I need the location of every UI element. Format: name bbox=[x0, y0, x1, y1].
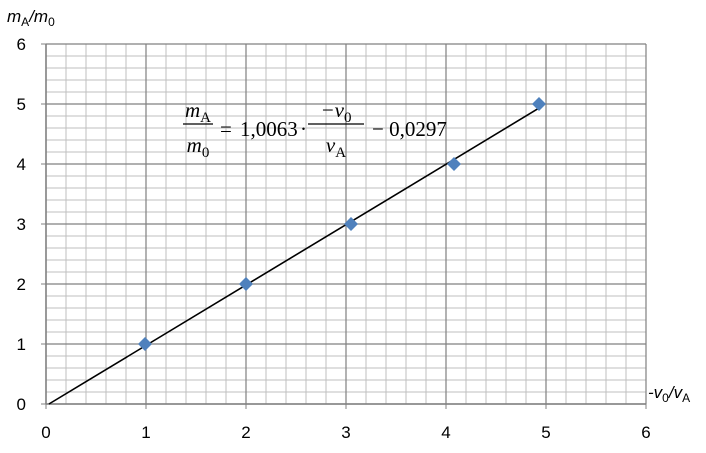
y-tick-label: 0 bbox=[17, 395, 26, 414]
x-tick-label: 5 bbox=[541, 423, 550, 442]
equation-text: − 0,0297 bbox=[372, 117, 447, 141]
axis-label-part: 0 bbox=[662, 391, 669, 405]
equation-part: m bbox=[187, 133, 202, 157]
equation-part: A bbox=[335, 145, 346, 161]
x-tick-label: 3 bbox=[341, 423, 350, 442]
y-axis-label: mA/m0 bbox=[7, 7, 55, 29]
y-tick-label: 5 bbox=[17, 95, 26, 114]
x-tick-label: 6 bbox=[641, 423, 650, 442]
data-point bbox=[532, 97, 546, 111]
equation-part: 0 bbox=[344, 110, 352, 126]
equation-text: m0 bbox=[187, 133, 210, 161]
equation-text: 1,0063 bbox=[240, 117, 298, 141]
axis-label-part: /m bbox=[28, 7, 48, 26]
data-point bbox=[344, 217, 358, 231]
axis-label-part: -v bbox=[648, 383, 664, 402]
equation-part: −v bbox=[321, 98, 345, 122]
axis-label-part: A bbox=[682, 391, 690, 405]
equation-part: v bbox=[326, 133, 336, 157]
equation-text: −v0 bbox=[321, 98, 352, 126]
equation-text: = bbox=[220, 117, 232, 141]
x-tick-label: 1 bbox=[141, 423, 150, 442]
trendline bbox=[48, 107, 540, 405]
x-tick-label: 0 bbox=[41, 423, 50, 442]
axis-label-part: m bbox=[7, 7, 21, 26]
equation-part: m bbox=[185, 98, 200, 122]
x-axis-label: -v0/vA bbox=[648, 383, 690, 405]
y-tick-label: 3 bbox=[17, 215, 26, 234]
x-tick-label: 4 bbox=[441, 423, 450, 442]
data-point bbox=[239, 277, 253, 291]
y-tick-label: 2 bbox=[17, 275, 26, 294]
equation-text: · bbox=[300, 117, 307, 141]
axis-label-part: 0 bbox=[48, 15, 55, 29]
y-tick-label: 1 bbox=[17, 335, 26, 354]
equation-part: A bbox=[200, 110, 211, 126]
data-point bbox=[447, 157, 461, 171]
y-tick-label: 6 bbox=[17, 35, 26, 54]
axis-label-part: /v bbox=[668, 383, 684, 402]
axis-label-part: A bbox=[21, 15, 29, 29]
equation-part: 0 bbox=[202, 145, 210, 161]
y-tick-label: 4 bbox=[17, 155, 26, 174]
equation-text: mA bbox=[185, 98, 211, 126]
data-point bbox=[138, 337, 152, 351]
equation-text: vA bbox=[326, 133, 346, 161]
x-tick-label: 2 bbox=[241, 423, 250, 442]
